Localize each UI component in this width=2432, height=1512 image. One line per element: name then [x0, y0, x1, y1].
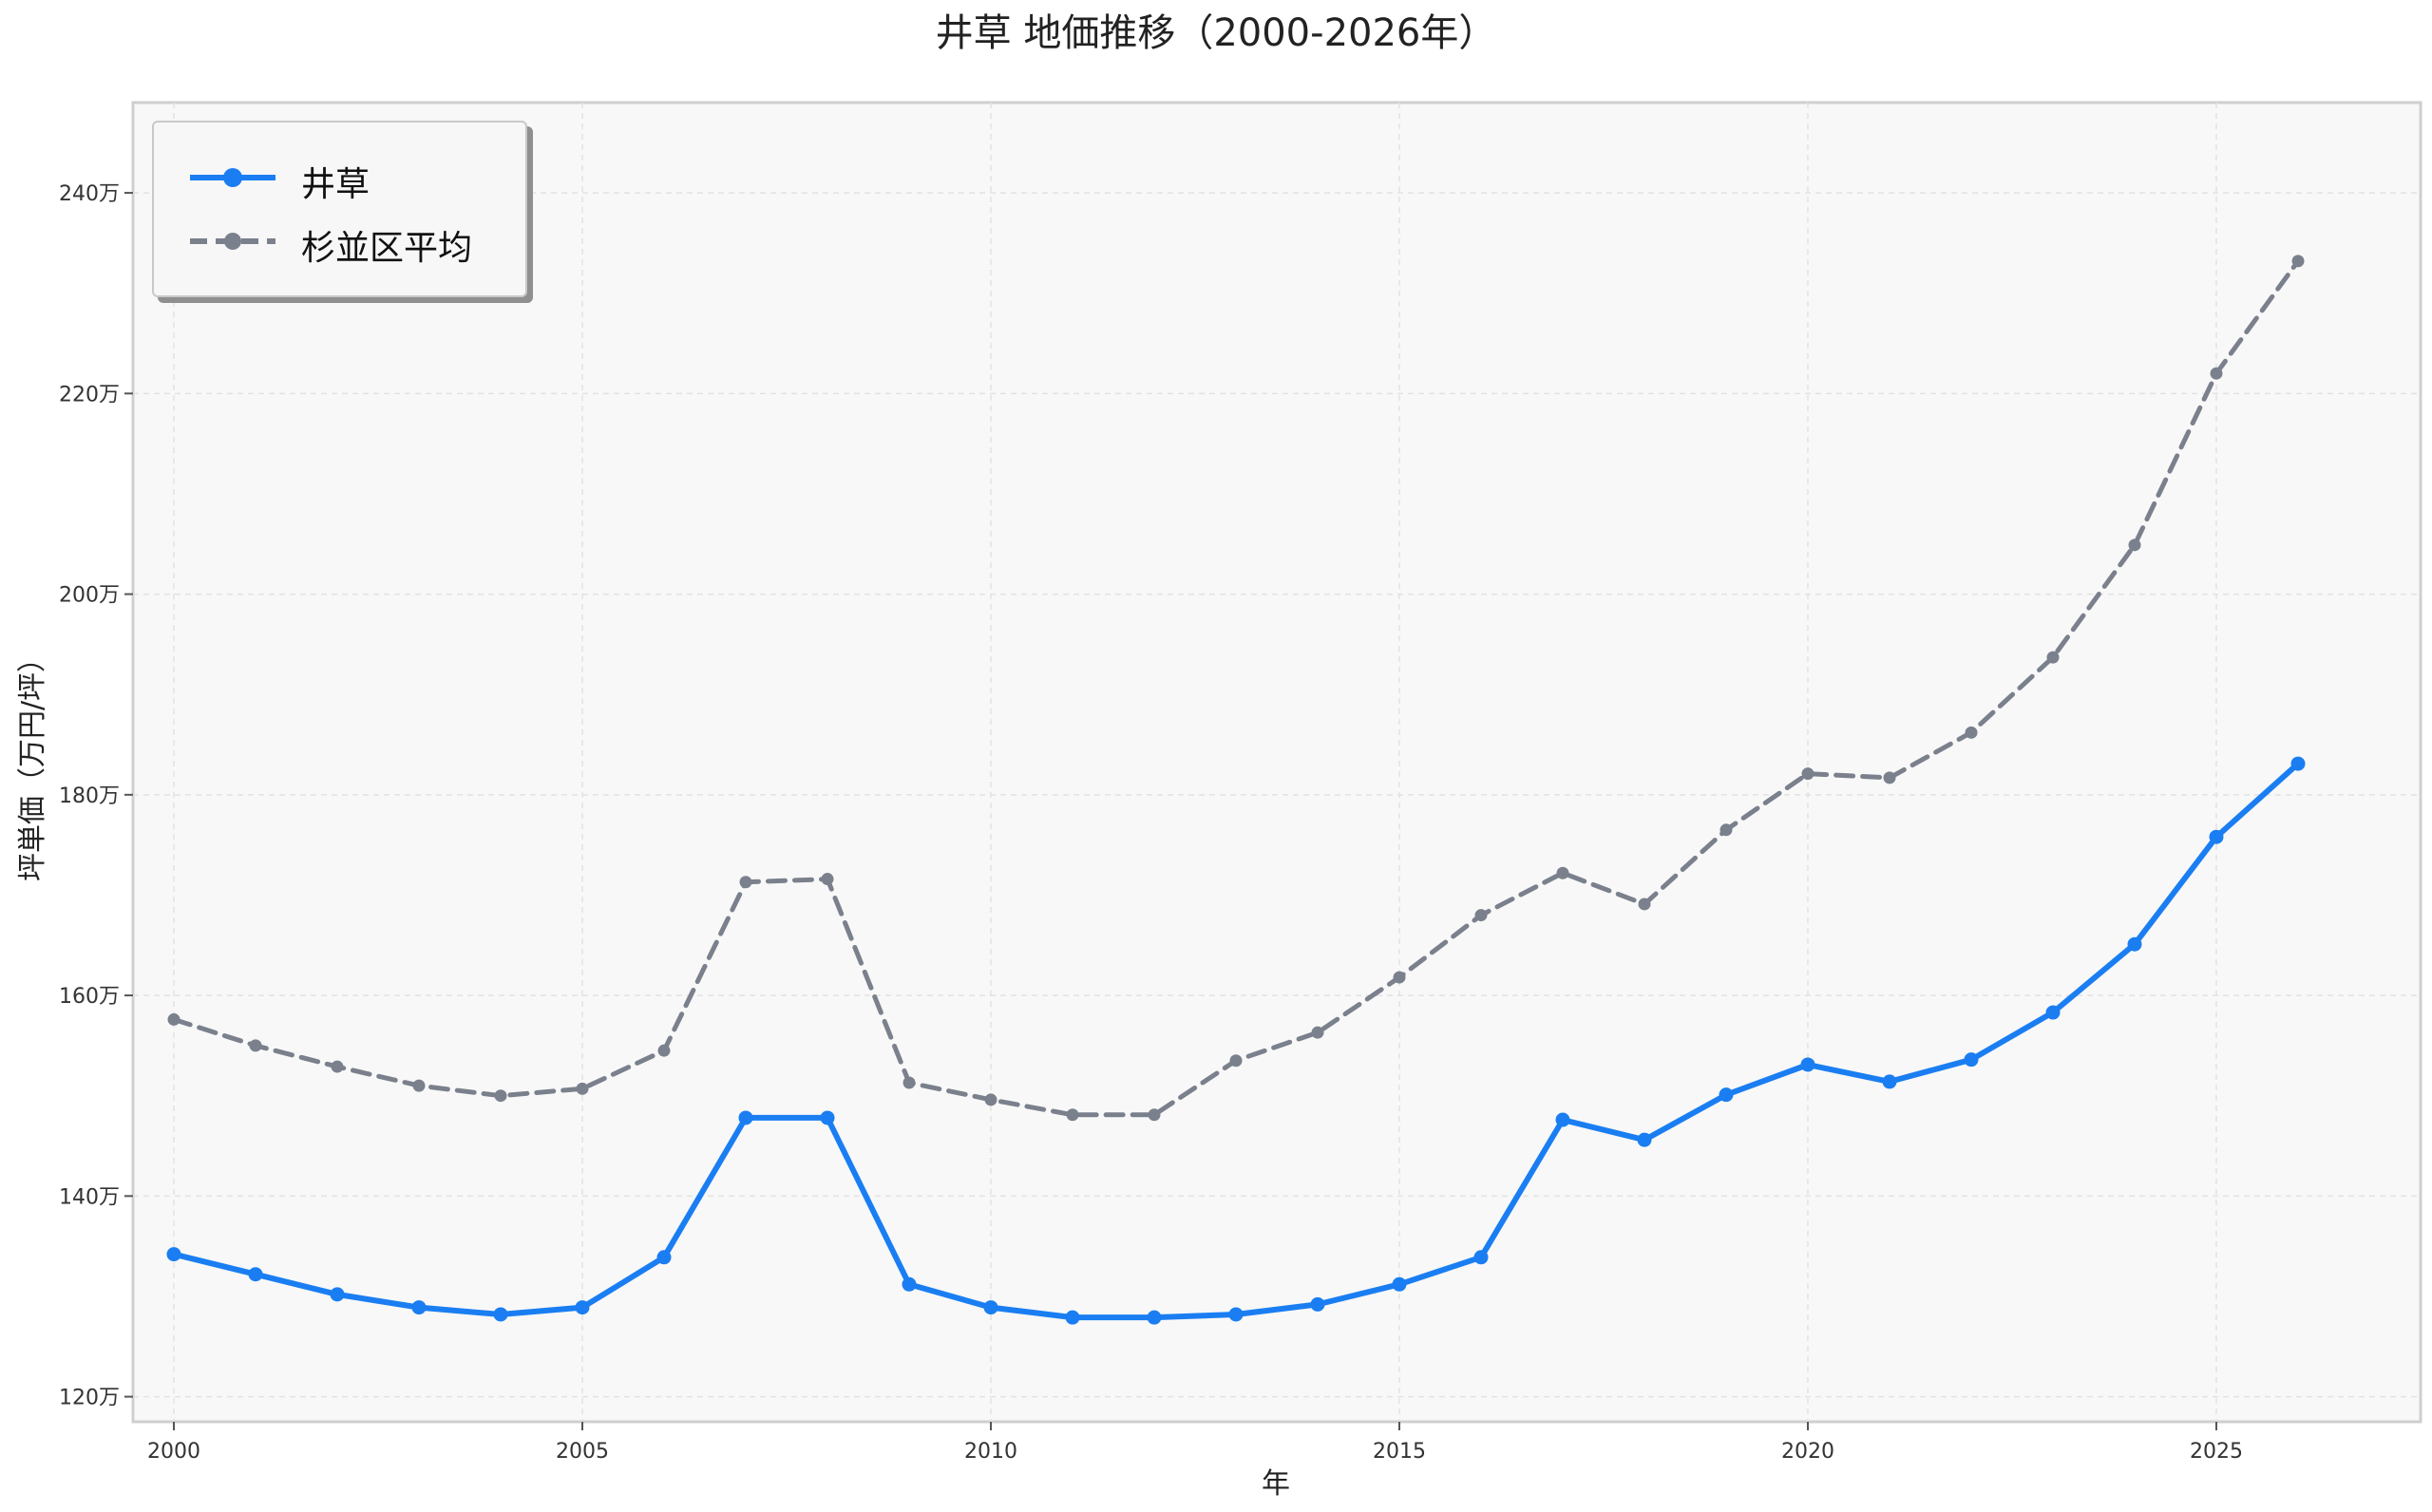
data-point-igusa: [411, 1300, 427, 1315]
legend-label-igusa: 井草: [301, 165, 370, 204]
grid: [133, 103, 2421, 1422]
chart-title: 井草 地価推移（2000-2026年）: [936, 11, 1497, 55]
plot-area: [131, 101, 2422, 1424]
legend-item-suginami-average: 杉並区平均: [154, 213, 525, 270]
data-point-suginami-average: [576, 1082, 589, 1095]
data-point-suginami-average: [657, 1044, 671, 1057]
legend-swatch-igusa: [190, 168, 276, 187]
data-point-igusa: [1473, 1250, 1489, 1265]
legend-item-igusa: 井草: [154, 149, 525, 206]
y-tick-label: 220万: [59, 383, 120, 406]
data-point-igusa: [1555, 1112, 1570, 1127]
legend-label-suginami-average: 杉並区平均: [301, 229, 473, 268]
series-layer: [166, 255, 2306, 1325]
x-tick-label: 2015: [1373, 1440, 1426, 1464]
data-point-suginami-average: [494, 1089, 507, 1103]
x-tick-label: 2000: [147, 1440, 200, 1464]
y-tick-label: 200万: [59, 584, 120, 608]
data-point-igusa: [2290, 756, 2306, 771]
data-point-igusa: [1147, 1310, 1162, 1325]
y-tick-label: 120万: [59, 1387, 120, 1410]
data-point-suginami-average: [821, 873, 834, 886]
data-point-igusa: [738, 1110, 753, 1125]
x-tick-label: 2020: [1781, 1440, 1834, 1464]
data-point-igusa: [248, 1267, 263, 1282]
data-point-igusa: [1392, 1276, 1407, 1292]
data-point-suginami-average: [1229, 1054, 1243, 1068]
data-point-igusa: [902, 1276, 917, 1292]
data-point-igusa: [1882, 1074, 1897, 1089]
data-point-igusa: [2127, 936, 2142, 952]
y-tick-label: 240万: [59, 182, 120, 206]
data-point-suginami-average: [1965, 726, 1978, 739]
x-tick-label: 2025: [2190, 1440, 2243, 1464]
data-point-suginami-average: [2046, 651, 2060, 664]
data-point-suginami-average: [1311, 1026, 1324, 1039]
data-point-igusa: [1964, 1052, 1979, 1068]
x-axis-label: 年: [1262, 1467, 1290, 1501]
data-point-suginami-average: [1638, 898, 1651, 911]
data-point-suginami-average: [902, 1076, 916, 1089]
data-point-suginami-average: [1474, 909, 1488, 922]
y-tick-label: 140万: [59, 1185, 120, 1209]
data-point-igusa: [983, 1300, 998, 1315]
y-axis-label: 坪単価（万円/坪）: [16, 644, 49, 881]
x-axis-ticks: 2000 2005 2010 2015 2020 2025: [147, 1422, 2243, 1464]
data-point-igusa: [166, 1247, 181, 1262]
data-point-suginami-average: [249, 1039, 262, 1052]
data-point-suginami-average: [2210, 367, 2223, 380]
data-point-igusa: [1719, 1087, 1734, 1103]
legend-swatch-suginami-average: [190, 233, 276, 250]
data-point-igusa: [493, 1307, 508, 1322]
data-point-suginami-average: [2128, 539, 2141, 552]
data-point-igusa: [820, 1110, 835, 1125]
data-point-igusa: [1310, 1296, 1325, 1312]
data-point-igusa: [2045, 1005, 2061, 1020]
data-point-igusa: [656, 1250, 672, 1265]
data-point-igusa: [1228, 1307, 1244, 1322]
data-point-suginami-average: [1148, 1108, 1161, 1122]
data-point-suginami-average: [167, 1012, 180, 1026]
data-point-igusa: [1637, 1132, 1652, 1147]
y-tick-label: 160万: [59, 985, 120, 1009]
data-point-suginami-average: [1393, 971, 1406, 984]
x-tick-label: 2005: [556, 1440, 609, 1464]
data-point-suginami-average: [984, 1093, 998, 1106]
data-point-igusa: [2209, 829, 2224, 844]
data-point-suginami-average: [412, 1079, 426, 1092]
x-tick-label: 2010: [964, 1440, 1017, 1464]
data-point-suginami-average: [1720, 823, 1733, 837]
data-point-suginami-average: [1883, 771, 1896, 784]
data-point-suginami-average: [1801, 767, 1814, 781]
y-tick-label: 180万: [59, 784, 120, 808]
data-point-igusa: [1065, 1310, 1080, 1325]
data-point-igusa: [1800, 1057, 1815, 1072]
data-point-igusa: [575, 1300, 590, 1315]
data-point-suginami-average: [739, 876, 752, 889]
legend: 井草 杉並区平均: [152, 121, 527, 297]
data-point-suginami-average: [2291, 255, 2305, 268]
y-axis-ticks: 120万 140万 160万 180万 200万 220万 240万: [59, 182, 133, 1410]
data-point-suginami-average: [1066, 1108, 1079, 1122]
data-point-suginami-average: [331, 1060, 344, 1073]
data-point-suginami-average: [1556, 866, 1569, 879]
data-point-igusa: [330, 1287, 345, 1302]
